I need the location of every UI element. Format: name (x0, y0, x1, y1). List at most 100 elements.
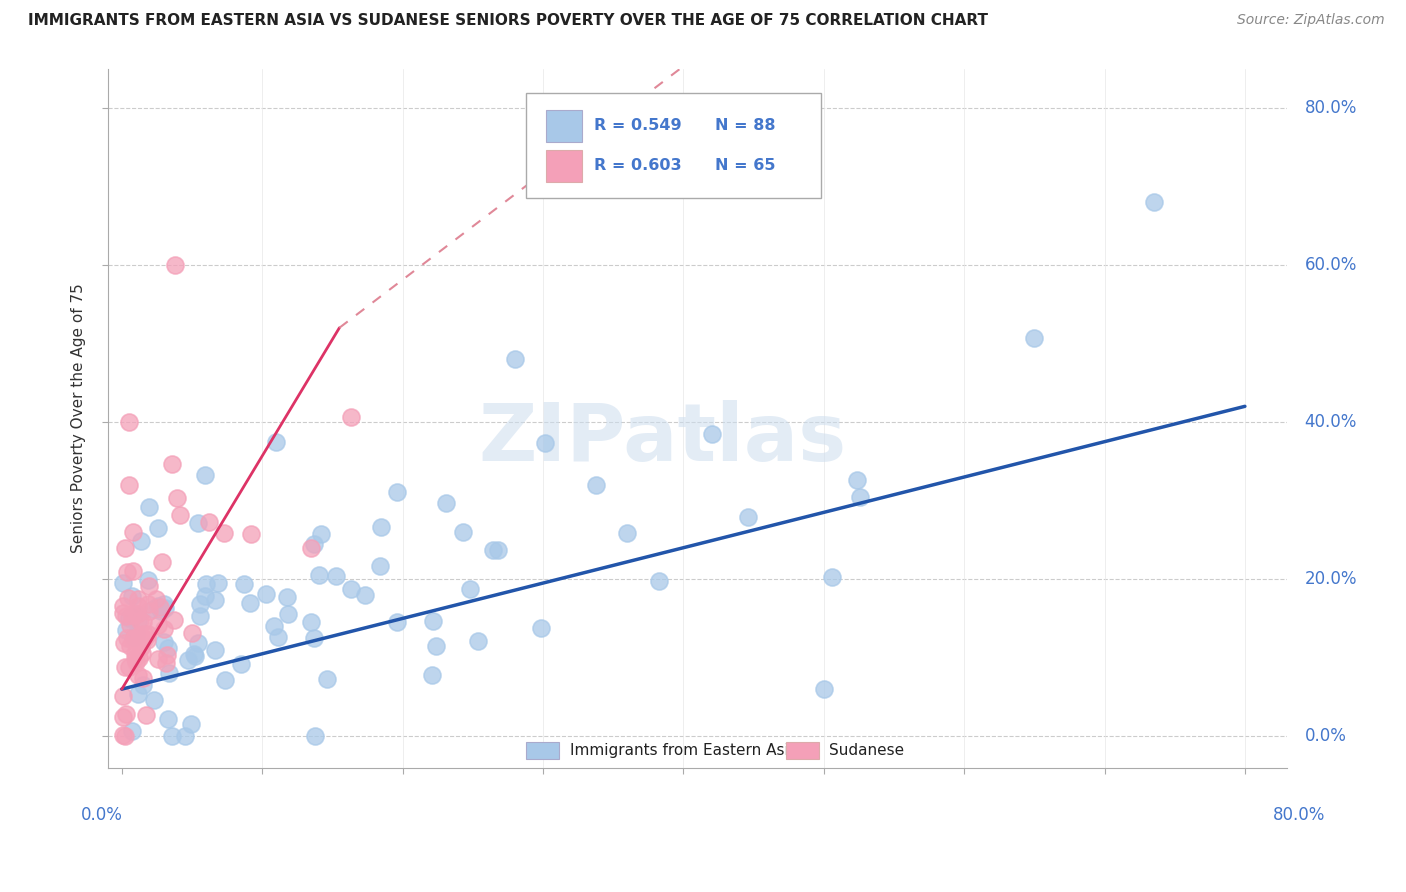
Point (114, 660, 136, 674)
Point (387, 615, 409, 629)
Point (124, 632, 146, 646)
Point (125, 626, 148, 640)
Point (204, 643, 226, 657)
Point (846, 474, 869, 488)
Point (737, 510, 759, 524)
Point (195, 577, 218, 591)
Point (112, 599, 135, 614)
Point (121, 632, 143, 647)
Point (309, 526, 332, 541)
Point (120, 617, 142, 632)
Point (486, 542, 509, 557)
Point (118, 659, 141, 673)
Point (118, 639, 141, 653)
Point (131, 646, 153, 660)
Point (121, 723, 143, 738)
Text: R = 0.603: R = 0.603 (593, 158, 682, 172)
Point (277, 607, 299, 621)
Y-axis label: Seniors Poverty Over the Age of 75: Seniors Poverty Over the Age of 75 (72, 284, 86, 553)
Point (813, 682, 835, 697)
Point (115, 609, 138, 624)
Point (302, 536, 325, 550)
Point (122, 524, 145, 539)
Point (150, 604, 173, 618)
Point (299, 541, 322, 555)
Point (263, 618, 285, 632)
Point (136, 597, 159, 611)
Point (276, 590, 298, 604)
Point (153, 600, 176, 615)
Point (368, 559, 391, 574)
Point (848, 490, 870, 504)
Point (132, 632, 155, 646)
Point (183, 648, 205, 663)
Point (302, 631, 325, 645)
Point (136, 573, 159, 587)
Point (188, 597, 211, 611)
Point (114, 729, 136, 743)
Point (194, 468, 217, 483)
Point (131, 533, 153, 548)
Point (339, 582, 361, 597)
Point (425, 639, 447, 653)
Text: Immigrants from Eastern Asia: Immigrants from Eastern Asia (569, 743, 799, 758)
Text: R = 0.549: R = 0.549 (593, 118, 682, 133)
Point (169, 508, 191, 522)
Point (370, 520, 392, 534)
Text: ZIPatlas: ZIPatlas (478, 401, 846, 478)
Point (115, 624, 138, 638)
Point (254, 587, 277, 601)
Point (702, 427, 724, 442)
Text: 0.0%: 0.0% (82, 806, 122, 824)
Point (451, 525, 474, 540)
Point (616, 525, 638, 540)
Point (124, 650, 146, 665)
Point (129, 614, 152, 628)
Point (187, 636, 209, 650)
Point (127, 599, 149, 614)
Text: 80.0%: 80.0% (1272, 806, 1324, 824)
Point (585, 478, 607, 492)
Point (534, 435, 557, 450)
Point (385, 484, 408, 499)
Point (458, 582, 481, 597)
FancyBboxPatch shape (526, 742, 560, 759)
Point (187, 516, 209, 531)
Point (112, 709, 135, 723)
Point (124, 646, 146, 660)
Text: 80.0%: 80.0% (1305, 99, 1357, 117)
Point (121, 590, 143, 604)
Point (149, 600, 172, 615)
Point (112, 576, 135, 591)
Point (127, 591, 149, 606)
Point (121, 564, 143, 578)
Point (214, 673, 236, 687)
Text: 40.0%: 40.0% (1305, 413, 1357, 431)
Point (129, 628, 152, 642)
Point (124, 630, 146, 644)
Point (212, 525, 235, 540)
Point (166, 491, 188, 505)
Point (112, 606, 135, 620)
Point (299, 615, 322, 629)
Point (138, 604, 160, 618)
Point (136, 626, 159, 640)
Point (127, 668, 149, 682)
Point (434, 496, 457, 510)
Point (115, 706, 138, 721)
Point (304, 729, 326, 743)
Point (132, 678, 155, 692)
Point (233, 577, 256, 591)
Point (183, 647, 205, 661)
Point (165, 258, 187, 272)
Point (198, 515, 221, 529)
Point (422, 668, 444, 682)
Text: 20.0%: 20.0% (1305, 570, 1357, 588)
Point (118, 611, 141, 625)
Point (117, 591, 139, 605)
Text: Sudanese: Sudanese (830, 743, 904, 758)
Point (114, 541, 136, 556)
FancyBboxPatch shape (547, 111, 582, 142)
Point (146, 599, 169, 613)
Point (142, 601, 165, 615)
